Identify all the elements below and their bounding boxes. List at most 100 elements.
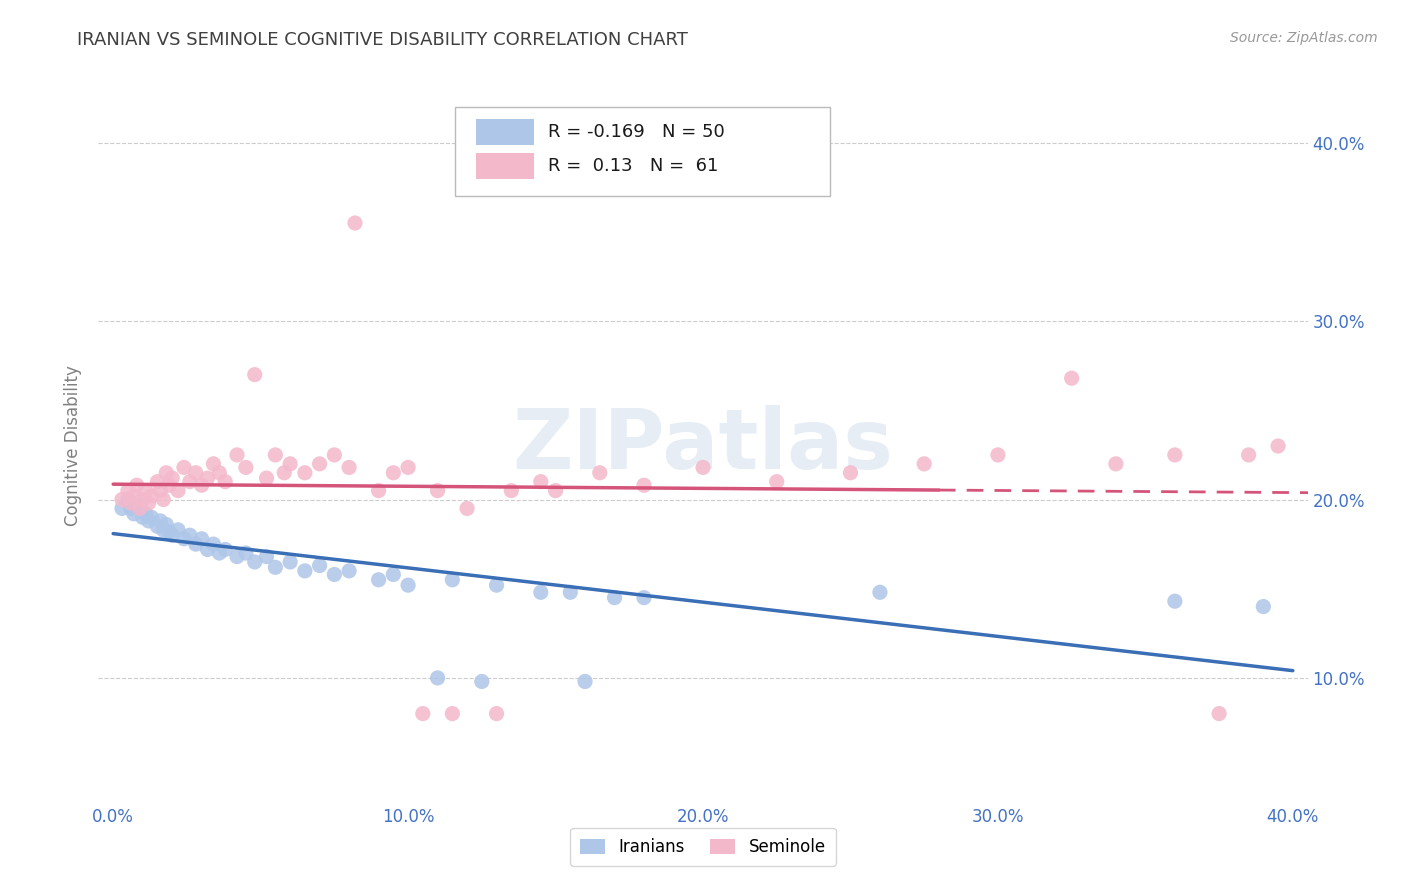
Point xyxy=(184,466,207,480)
Point xyxy=(412,706,434,721)
Point xyxy=(1164,594,1187,608)
Point xyxy=(146,475,169,489)
Point xyxy=(190,478,212,492)
Point xyxy=(138,496,160,510)
Point xyxy=(1060,371,1083,385)
Point xyxy=(278,457,301,471)
Point xyxy=(869,585,891,599)
Point xyxy=(157,478,180,492)
Point xyxy=(1253,599,1275,614)
Point xyxy=(633,478,655,492)
Point xyxy=(226,549,249,564)
Point xyxy=(226,448,249,462)
Point xyxy=(1208,706,1230,721)
Point xyxy=(426,671,449,685)
Point xyxy=(179,528,201,542)
Point xyxy=(382,567,405,582)
Point xyxy=(987,448,1010,462)
Point xyxy=(603,591,626,605)
Point xyxy=(273,466,295,480)
Point xyxy=(122,507,145,521)
Point xyxy=(912,457,935,471)
Point xyxy=(426,483,449,498)
Point xyxy=(839,466,862,480)
Point xyxy=(308,457,330,471)
Point xyxy=(264,560,287,574)
Point xyxy=(146,519,169,533)
Point xyxy=(128,501,150,516)
Point xyxy=(155,517,177,532)
Point xyxy=(337,564,360,578)
Point xyxy=(243,368,266,382)
FancyBboxPatch shape xyxy=(456,107,830,196)
Point xyxy=(308,558,330,573)
Point xyxy=(235,546,257,560)
Point xyxy=(167,523,190,537)
Point xyxy=(157,524,180,539)
Point xyxy=(160,528,183,542)
Point xyxy=(323,448,346,462)
Point xyxy=(117,492,139,507)
Point xyxy=(633,591,655,605)
Point xyxy=(155,466,177,480)
Point xyxy=(574,674,596,689)
Point xyxy=(190,532,212,546)
Point xyxy=(197,542,219,557)
Point xyxy=(179,475,201,489)
Point xyxy=(152,523,174,537)
Point xyxy=(173,532,195,546)
Point xyxy=(160,471,183,485)
Point xyxy=(243,555,266,569)
Point xyxy=(138,514,160,528)
Point xyxy=(120,496,142,510)
Point xyxy=(135,483,157,498)
Point xyxy=(485,706,508,721)
Point xyxy=(589,466,612,480)
FancyBboxPatch shape xyxy=(475,120,534,145)
FancyBboxPatch shape xyxy=(475,153,534,179)
Legend: Iranians, Seminole: Iranians, Seminole xyxy=(571,828,835,866)
Text: R =  0.13   N =  61: R = 0.13 N = 61 xyxy=(548,157,718,175)
Point xyxy=(141,510,163,524)
Point xyxy=(131,492,153,507)
Point xyxy=(264,448,287,462)
Point xyxy=(456,501,478,516)
Point xyxy=(111,492,134,507)
Point xyxy=(278,555,301,569)
Point xyxy=(544,483,567,498)
Point xyxy=(122,489,145,503)
Point xyxy=(471,674,494,689)
Point xyxy=(692,460,714,475)
Point xyxy=(765,475,787,489)
Point xyxy=(149,483,172,498)
Point xyxy=(131,510,153,524)
Point xyxy=(337,460,360,475)
Point xyxy=(208,546,231,560)
Point xyxy=(382,466,405,480)
Point xyxy=(141,489,163,503)
Point xyxy=(202,457,225,471)
Point xyxy=(367,483,389,498)
Point xyxy=(135,507,157,521)
Point xyxy=(208,466,231,480)
Point xyxy=(501,483,523,498)
Point xyxy=(441,706,464,721)
Point xyxy=(214,542,236,557)
Point xyxy=(173,460,195,475)
Point xyxy=(202,537,225,551)
Text: R = -0.169   N = 50: R = -0.169 N = 50 xyxy=(548,123,725,141)
Point xyxy=(152,492,174,507)
Point xyxy=(111,501,134,516)
Text: ZIPatlas: ZIPatlas xyxy=(513,406,893,486)
Point xyxy=(530,585,553,599)
Point xyxy=(396,460,419,475)
Point xyxy=(184,537,207,551)
Point xyxy=(120,501,142,516)
Point xyxy=(294,564,316,578)
Y-axis label: Cognitive Disability: Cognitive Disability xyxy=(65,366,83,526)
Point xyxy=(117,483,139,498)
Point xyxy=(560,585,582,599)
Point xyxy=(323,567,346,582)
Text: IRANIAN VS SEMINOLE COGNITIVE DISABILITY CORRELATION CHART: IRANIAN VS SEMINOLE COGNITIVE DISABILITY… xyxy=(77,31,688,49)
Point xyxy=(256,471,278,485)
